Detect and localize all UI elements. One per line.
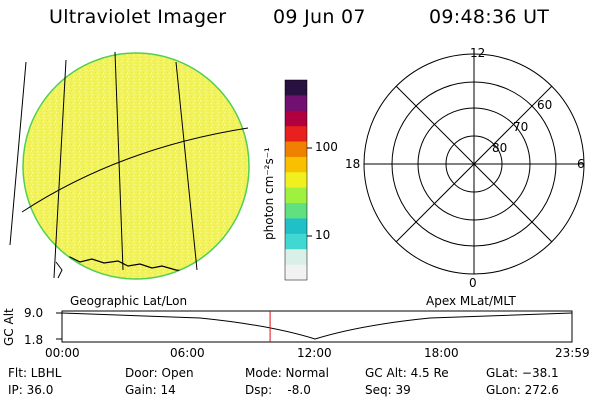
colorbar-tick-100: 100: [315, 140, 338, 154]
geo-panel-label: Geographic Lat/Lon: [70, 294, 188, 308]
info-ip: IP: 36.0: [8, 383, 54, 397]
info-gain: Gain: 14: [125, 383, 176, 397]
info-gcalt: GC Alt: 4.5 Re: [365, 366, 449, 380]
colorbar-segment: [285, 187, 307, 204]
date-label: 09 Jun 07: [273, 6, 366, 28]
colorbar-segment: [285, 264, 307, 281]
info-seq: Seq: 39: [365, 383, 411, 397]
info-glon: GLon: 272.6: [486, 383, 559, 397]
colorbar-segment: [285, 95, 307, 112]
colorbar-segment: [285, 172, 307, 189]
colorbar-segment: [285, 156, 307, 173]
info-mode: Mode: Normal: [245, 366, 329, 380]
mlt-label-bottom: 0: [469, 276, 477, 290]
info-glat: GLat: −38.1: [486, 366, 559, 380]
timeline-ytick-bottom: 1.8: [24, 333, 44, 347]
info-dsp: Dsp: -8.0: [245, 383, 311, 397]
colorbar-segment: [285, 126, 307, 143]
timeline-xtick: 23:59: [555, 346, 590, 360]
colorbar-segment: [285, 80, 307, 96]
mlt-label-right: 6: [577, 157, 585, 171]
timeline-xtick: 18:00: [424, 346, 459, 360]
colorbar-segment: [285, 218, 307, 235]
colorbar-unit-label: photon cm⁻²s⁻¹: [262, 147, 276, 240]
timeline-ylabel: GC Alt: [2, 308, 16, 346]
lat-label-60: 60: [537, 98, 553, 112]
colorbar-segment: [285, 110, 307, 127]
timeline-plot: [56, 310, 573, 343]
colorbar-segment: [285, 233, 307, 250]
timeline-xtick: 00:00: [45, 346, 80, 360]
timeline-xtick: 12:00: [297, 346, 332, 360]
colorbar-tick-10: 10: [315, 228, 331, 242]
colorbar-segment: [285, 141, 307, 158]
colorbar: [285, 80, 307, 281]
info-door: Door: Open: [125, 366, 194, 380]
mlt-label-left: 18: [345, 157, 361, 171]
mlt-label-top: 12: [470, 46, 486, 60]
polar-grid: [363, 53, 585, 275]
polar-panel-label: Apex MLat/MLT: [426, 294, 516, 308]
colorbar-segment: [285, 249, 307, 266]
info-flt: Flt: LBHL: [8, 366, 62, 380]
colorbar-segment: [285, 203, 307, 219]
instrument-title: Ultraviolet Imager: [49, 6, 227, 28]
earth-disk: [22, 52, 250, 280]
timeline-ytick-top: 9.0: [24, 306, 44, 320]
latitude-line: [21, 127, 249, 213]
altitude-curve: [61, 312, 573, 340]
lat-label-80: 80: [492, 141, 508, 155]
timeline-xtick: 06:00: [170, 346, 205, 360]
longitude-lines: [9, 51, 198, 279]
time-label: 09:48:36 UT: [429, 6, 550, 28]
lat-label-70: 70: [513, 120, 529, 134]
